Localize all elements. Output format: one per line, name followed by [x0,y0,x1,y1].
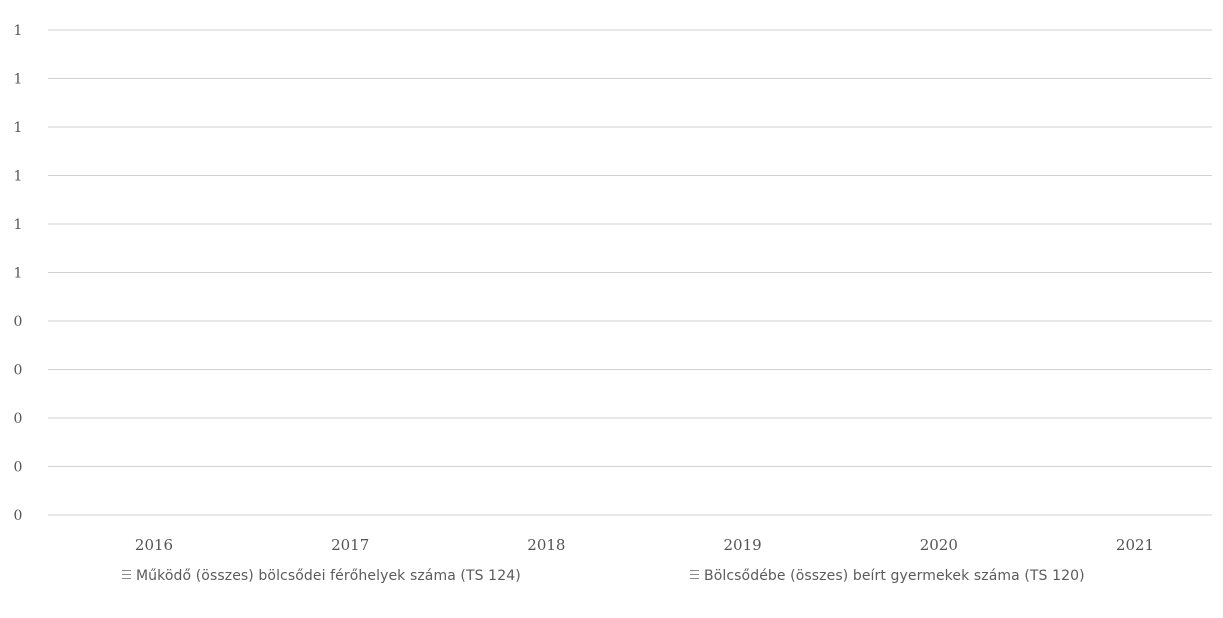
gridlines [48,29,1212,516]
legend: Működő (összes) bölcsődei férőhelyek szá… [122,566,1172,612]
y-tick-label: 0 [14,460,23,476]
chart-title [375,0,845,8]
x-tick-label: 2021 [1116,536,1154,554]
y-tick-label: 1 [14,266,23,282]
x-tick-label: 2018 [527,536,565,554]
x-tick-label: 2016 [135,536,173,554]
y-tick-label: 0 [14,508,23,524]
y-tick-label: 0 [14,314,23,330]
x-tick-label: 2017 [331,536,369,554]
y-tick-label: 0 [14,411,23,427]
y-tick-label: 1 [14,120,23,136]
y-tick-label: 0 [14,363,23,379]
y-tick-label: 1 [14,72,23,88]
y-axis-ticks: 1 1 1 1 1 1 0 0 0 0 0 [14,23,23,524]
legend-label-series-2: Bölcsődébe (összes) beírt gyermekek szám… [704,568,1085,584]
legend-swatch-series-1 [122,570,131,579]
legend-swatch-series-2 [690,570,699,579]
x-tick-label: 2020 [920,536,958,554]
y-tick-label: 1 [14,23,23,39]
legend-item-series-1: Működő (összes) bölcsődei férőhelyek szá… [122,566,657,586]
x-axis-ticks: 2016 2017 2018 2019 2020 2021 [135,536,1154,554]
legend-label-series-1: Működő (összes) bölcsődei férőhelyek szá… [136,568,521,584]
legend-item-series-2: Bölcsődébe (összes) beírt gyermekek szám… [690,566,1170,586]
y-tick-label: 1 [14,169,23,185]
x-tick-label: 2019 [724,536,762,554]
y-tick-label: 1 [14,217,23,233]
